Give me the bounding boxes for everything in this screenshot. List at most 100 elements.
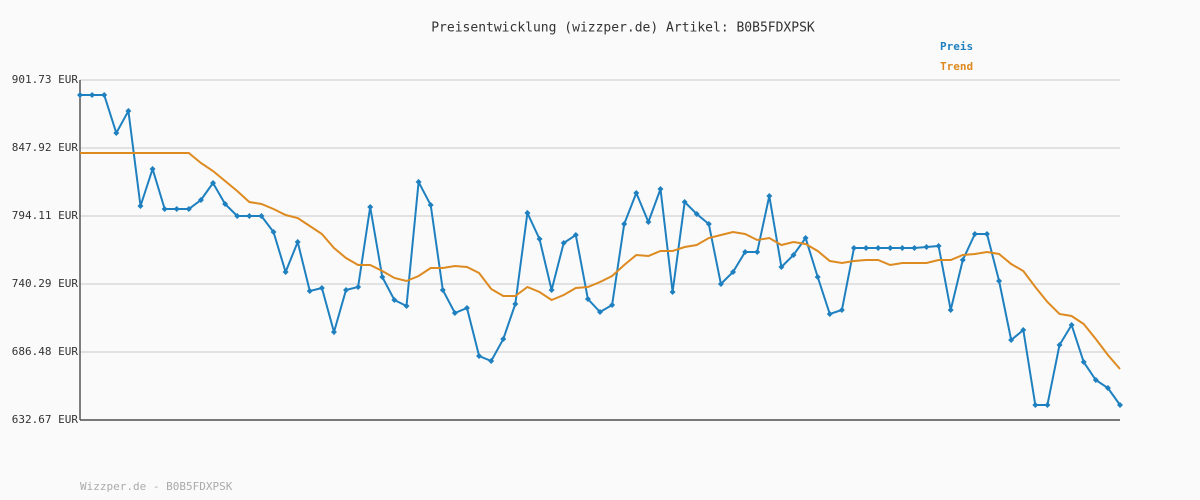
data-point (512, 300, 519, 307)
data-point (899, 244, 906, 251)
y-tick-label: 740.29 EUR (12, 277, 79, 290)
data-point (1044, 401, 1051, 408)
data-point (911, 244, 918, 251)
data-point (959, 256, 966, 263)
data-point (1092, 376, 1099, 383)
data-point (548, 286, 555, 293)
data-point (730, 268, 737, 275)
data-point (161, 205, 168, 212)
data-point (633, 189, 640, 196)
data-point (318, 284, 325, 291)
data-point (669, 288, 676, 295)
data-point (1117, 401, 1123, 408)
data-point (1080, 358, 1087, 365)
data-point (403, 302, 410, 309)
data-point (778, 263, 785, 270)
data-point (536, 235, 543, 242)
data-point (826, 310, 833, 317)
data-point (173, 205, 180, 212)
data-point (367, 203, 374, 210)
legend-label: Trend (940, 60, 973, 73)
data-point (742, 248, 749, 255)
data-point (379, 273, 386, 280)
data-point (149, 165, 156, 172)
data-point (294, 238, 301, 245)
data-point (657, 185, 664, 192)
data-point (89, 91, 96, 98)
data-point (935, 242, 942, 249)
data-point (439, 286, 446, 293)
legend-label: Preis (940, 40, 973, 53)
data-point (1008, 336, 1015, 343)
data-point (1032, 401, 1039, 408)
data-point (258, 212, 265, 219)
data-point (572, 231, 579, 238)
data-point (1056, 341, 1063, 348)
data-point (451, 309, 458, 316)
chart-title: Preisentwicklung (wizzper.de) Artikel: B… (431, 21, 815, 36)
data-point (197, 196, 204, 203)
data-point (77, 91, 83, 98)
data-point (415, 178, 422, 185)
data-point (597, 308, 603, 315)
y-tick-label: 686.48 EUR (12, 345, 79, 358)
data-point (355, 283, 362, 290)
data-point (802, 234, 809, 241)
footer: Wizzper.de - B0B5FDXPSK (80, 480, 233, 493)
data-point (185, 205, 192, 212)
data-point (814, 273, 821, 280)
data-point (766, 192, 773, 199)
data-point (983, 230, 990, 237)
data-point (754, 248, 761, 255)
data-point (1104, 384, 1111, 391)
data-point (560, 239, 567, 246)
data-point (137, 202, 144, 209)
data-point (427, 201, 434, 208)
data-point (306, 287, 313, 294)
data-point (463, 304, 470, 311)
data-point (838, 306, 845, 313)
data-point (246, 212, 253, 219)
data-point (476, 352, 483, 359)
data-point (270, 228, 277, 235)
y-tick-label: 632.67 EUR (12, 413, 79, 426)
data-point (645, 218, 652, 225)
data-point (1020, 326, 1027, 333)
data-point (693, 210, 700, 217)
data-point (717, 280, 724, 287)
data-point (923, 243, 930, 250)
data-point (282, 268, 289, 275)
data-point (343, 286, 350, 293)
data-point (330, 328, 337, 335)
data-point (500, 335, 507, 342)
data-point (996, 277, 1003, 284)
series-line (80, 152, 1121, 370)
y-tick-label: 901.73 EUR (12, 73, 79, 86)
data-point (488, 357, 495, 364)
y-tick-label: 794.11 EUR (12, 209, 79, 222)
data-point (125, 107, 132, 114)
data-point (621, 220, 628, 227)
data-point (971, 230, 978, 237)
data-point (850, 244, 857, 251)
data-point (584, 295, 591, 302)
data-point (1068, 321, 1075, 328)
y-tick-label: 847.92 EUR (12, 141, 79, 154)
data-point (222, 200, 229, 207)
data-point (210, 179, 217, 186)
data-point (609, 301, 616, 308)
data-point (113, 129, 120, 136)
data-point (875, 244, 882, 251)
data-point (101, 91, 108, 98)
data-point (947, 306, 954, 313)
data-point (790, 251, 797, 258)
data-point (705, 220, 712, 227)
data-point (887, 244, 894, 251)
data-point (391, 296, 398, 303)
data-point (863, 244, 870, 251)
data-point (524, 209, 531, 216)
data-point (681, 198, 688, 205)
